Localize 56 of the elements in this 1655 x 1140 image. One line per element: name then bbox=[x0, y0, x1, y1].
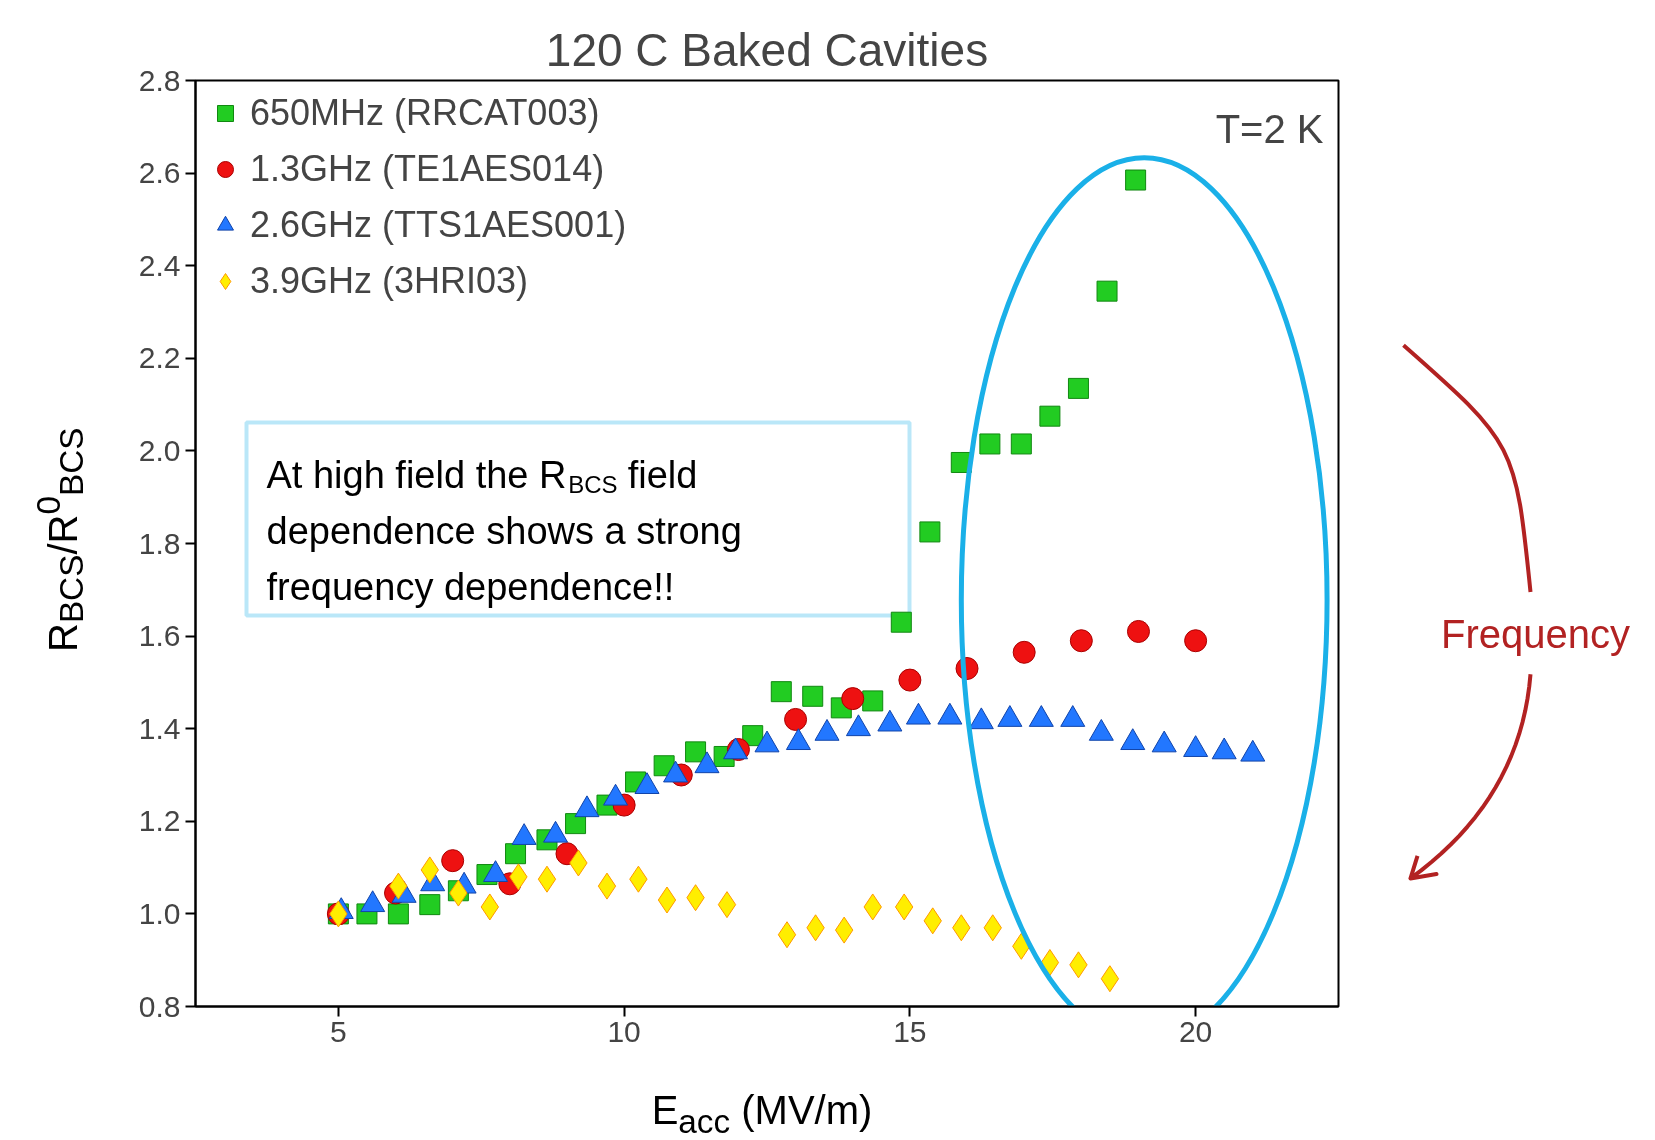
point bbox=[441, 849, 465, 873]
y-tick-label: 1.0 bbox=[138, 896, 181, 930]
point bbox=[565, 813, 587, 835]
legend-label: 3.9GHz (3HRI03) bbox=[250, 259, 529, 303]
annotation: T=2 K bbox=[1215, 106, 1324, 151]
point bbox=[777, 921, 797, 949]
point bbox=[1100, 965, 1120, 993]
x-tick-label: 15 bbox=[893, 1014, 927, 1048]
point bbox=[419, 894, 441, 916]
point bbox=[890, 611, 912, 633]
point bbox=[685, 741, 707, 763]
y-tick-label: 2.8 bbox=[138, 63, 181, 97]
legend-label: 650MHz (RRCAT003) bbox=[250, 91, 600, 135]
y-tick-label: 0.8 bbox=[138, 989, 181, 1023]
point bbox=[657, 886, 677, 914]
point bbox=[537, 865, 557, 893]
y-tick-label: 2.0 bbox=[138, 433, 181, 467]
point bbox=[1125, 169, 1147, 191]
x-tick-label: 5 bbox=[330, 1014, 347, 1048]
point bbox=[1012, 640, 1036, 664]
point bbox=[802, 685, 824, 707]
point bbox=[1010, 433, 1032, 455]
point bbox=[387, 903, 409, 925]
point bbox=[862, 690, 884, 712]
y-tick-label: 2.6 bbox=[138, 156, 181, 190]
point bbox=[1067, 377, 1089, 399]
x-tick-label: 20 bbox=[1178, 1014, 1213, 1048]
legend-label: 2.6GHz (TTS1AES001) bbox=[250, 203, 627, 247]
y-tick-label: 1.6 bbox=[138, 619, 181, 653]
x-axis-title: E$_{acc}$ (MV/m) bbox=[651, 1087, 873, 1140]
y-tick-label: 2.2 bbox=[138, 341, 181, 375]
point bbox=[1039, 405, 1061, 427]
point bbox=[898, 668, 922, 692]
point bbox=[1069, 629, 1093, 653]
point bbox=[770, 681, 792, 703]
y-tick-label: 1.2 bbox=[138, 804, 181, 838]
point bbox=[894, 893, 914, 921]
y-tick-label: 1.8 bbox=[138, 526, 181, 560]
y-tick-label: 1.4 bbox=[138, 711, 181, 745]
point bbox=[919, 521, 941, 543]
point bbox=[505, 843, 527, 865]
point bbox=[717, 891, 737, 919]
point bbox=[841, 687, 865, 711]
point bbox=[1126, 619, 1150, 643]
chart-title: 120 C Baked Cavities bbox=[545, 23, 989, 76]
text: Frequency bbox=[1441, 612, 1630, 657]
x-tick-label: 10 bbox=[607, 1014, 641, 1048]
point bbox=[1184, 629, 1208, 653]
point bbox=[1096, 280, 1118, 302]
y-tick-label: 2.4 bbox=[138, 248, 181, 282]
legend-label: 1.3GHz (TE1AES014) bbox=[250, 147, 605, 191]
point bbox=[784, 707, 808, 731]
point bbox=[979, 433, 1001, 455]
point bbox=[1040, 949, 1060, 977]
point bbox=[834, 916, 854, 944]
point bbox=[597, 872, 617, 900]
